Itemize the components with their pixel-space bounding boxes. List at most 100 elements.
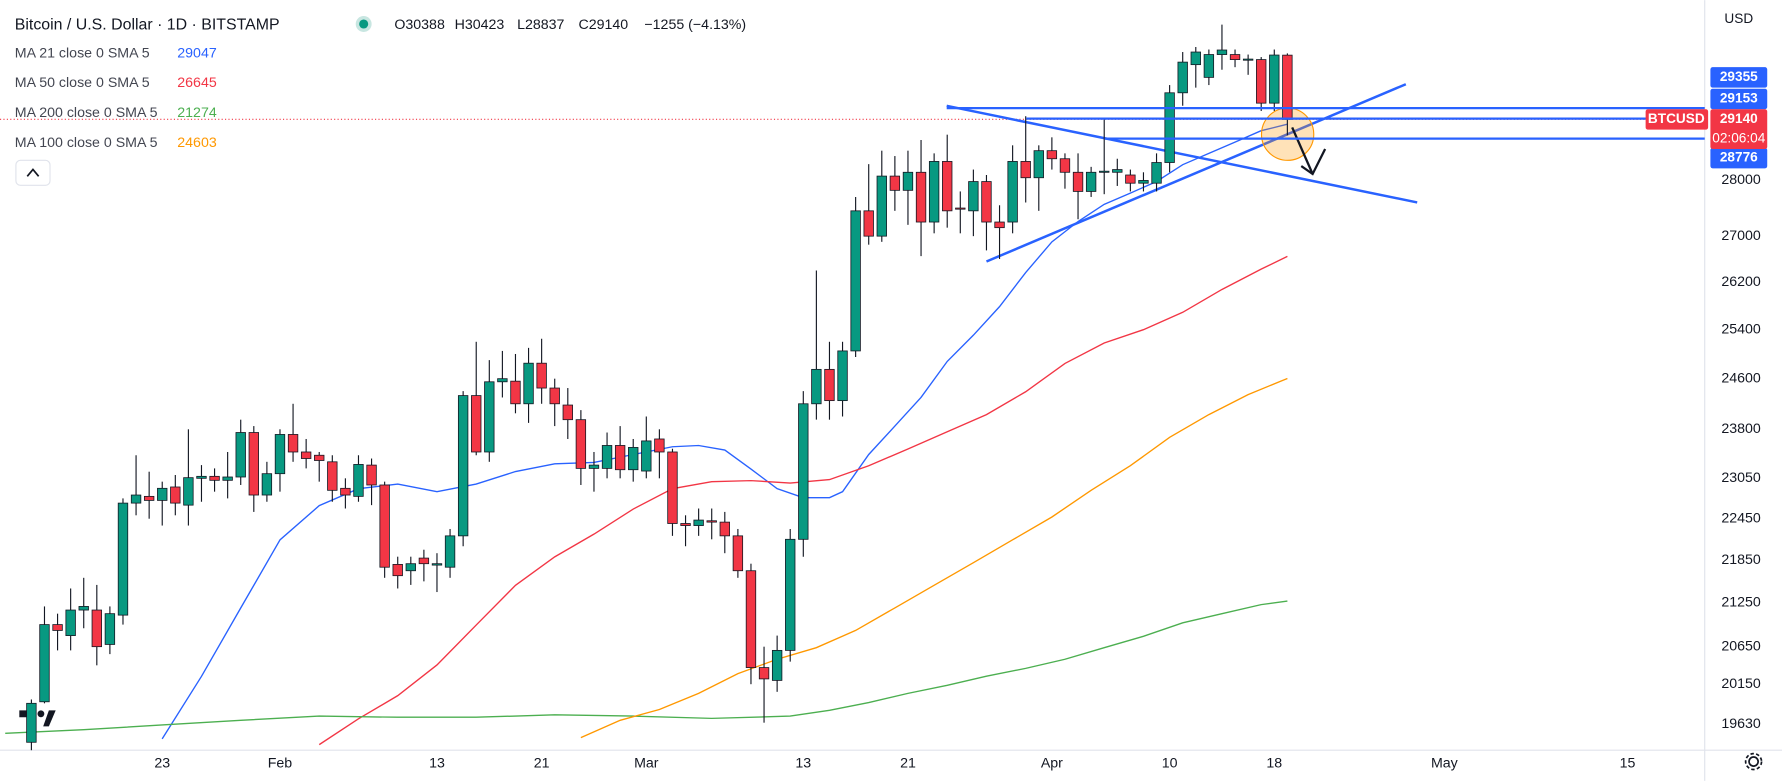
- countdown-label: 02:06:04: [1712, 130, 1765, 145]
- legend-label: MA 200 close 0 SMA 5: [15, 105, 158, 121]
- candle-body: [732, 535, 744, 572]
- candle-body: [52, 624, 63, 631]
- candle-body: [235, 432, 246, 478]
- candle-body: [1046, 150, 1058, 160]
- last-price-label: 29140: [1720, 111, 1758, 126]
- candle-body: [157, 487, 168, 501]
- plot-layer: [0, 118, 1705, 746]
- price-tag: [1710, 147, 1768, 169]
- candle-body: [274, 434, 286, 475]
- last-price-tag: [1710, 109, 1768, 149]
- x-tick-label: 15: [1620, 756, 1636, 772]
- collapse-button[interactable]: [15, 159, 51, 186]
- trend-line: [946, 104, 1418, 204]
- legend-value: 24603: [177, 135, 217, 151]
- y-tick-label: 25400: [1721, 321, 1761, 337]
- y-tick-label: 23050: [1721, 470, 1761, 486]
- candle-body: [353, 464, 364, 497]
- candle-body: [392, 564, 403, 577]
- candle-body: [130, 494, 142, 504]
- price-tag-label: 29355: [1720, 69, 1758, 84]
- x-tick-label: Feb: [268, 756, 293, 772]
- candle-body: [1151, 162, 1162, 184]
- candle-body: [314, 454, 325, 461]
- candle-body: [1203, 54, 1215, 78]
- x-tick-label: May: [1431, 756, 1459, 772]
- price-tag: [1710, 88, 1768, 110]
- y-tick-label: 20150: [1721, 676, 1761, 692]
- candle-body: [1242, 58, 1254, 61]
- candle-body: [523, 362, 534, 405]
- candle-body: [65, 609, 76, 636]
- candle-body: [785, 538, 796, 651]
- candle-body: [510, 380, 521, 405]
- candle-body: [222, 476, 233, 481]
- candle-body: [261, 473, 273, 496]
- candle-body: [431, 563, 443, 566]
- y-tick-label: 21850: [1721, 552, 1761, 568]
- candle-body: [876, 175, 887, 237]
- y-tick-label: 20650: [1721, 638, 1761, 654]
- x-tick-label: 13: [795, 756, 811, 772]
- candle-body: [1138, 180, 1149, 184]
- candle-body: [91, 609, 102, 648]
- price-tag: [1710, 67, 1768, 88]
- candle-body: [379, 484, 390, 568]
- candle-body: [26, 702, 37, 743]
- candle-body: [1125, 174, 1136, 184]
- candle-body: [928, 161, 940, 223]
- x-tick-label: 13: [429, 756, 445, 772]
- candle-body: [287, 434, 299, 453]
- ma-line: [580, 377, 1288, 739]
- candle-body: [588, 464, 600, 469]
- candle-body: [1269, 54, 1280, 104]
- legend-label: MA 21 close 0 SMA 5: [15, 45, 150, 61]
- ma-line: [5, 600, 1288, 734]
- symbol-tag: [1645, 109, 1709, 130]
- ohlc-label: C29140: [578, 17, 628, 33]
- legend-label: MA 50 close 0 SMA 5: [15, 75, 150, 91]
- candle-body: [104, 613, 116, 645]
- symbol-tag-label: BTCUSD: [1648, 111, 1705, 126]
- candle-body: [667, 451, 678, 524]
- legend-value: 26645: [177, 75, 217, 91]
- candle-body: [981, 181, 992, 223]
- candle-body: [771, 649, 783, 681]
- trend-line: [985, 83, 1407, 263]
- y-tick-label: 27000: [1721, 228, 1761, 244]
- candle-body: [39, 624, 50, 703]
- candle-body: [444, 535, 456, 568]
- ohlc-label: L28837: [517, 17, 564, 33]
- candle-body: [994, 221, 1005, 229]
- candle-body: [1112, 169, 1123, 173]
- candle-body: [641, 440, 652, 472]
- candle-body: [78, 606, 89, 611]
- candle-body: [719, 521, 730, 537]
- candle-body: [471, 395, 482, 453]
- candle-body: [562, 404, 573, 421]
- x-tick-label: 21: [900, 756, 916, 772]
- y-tick-label: 28000: [1721, 172, 1761, 188]
- candle-body: [340, 487, 351, 496]
- currency-label[interactable]: USD: [1724, 11, 1753, 26]
- candle-body: [1164, 92, 1175, 163]
- settings-button[interactable]: [1744, 752, 1763, 771]
- candle-body: [693, 519, 704, 526]
- candle-body: [209, 475, 220, 481]
- candle-body: [300, 451, 312, 459]
- candle-body: [1085, 171, 1097, 192]
- y-tick-label: 24600: [1721, 370, 1761, 386]
- ma-line: [161, 123, 1288, 740]
- x-tick-label: 10: [1162, 756, 1178, 772]
- x-tick-label: 18: [1266, 756, 1282, 772]
- candle-body: [1020, 161, 1031, 179]
- candle-body: [968, 181, 979, 212]
- candle-body: [902, 171, 914, 191]
- candle-body: [628, 447, 639, 471]
- legend-value: 21274: [177, 105, 217, 121]
- candle-body: [497, 378, 508, 383]
- logo: [19, 710, 56, 727]
- x-tick-label: Mar: [634, 756, 659, 772]
